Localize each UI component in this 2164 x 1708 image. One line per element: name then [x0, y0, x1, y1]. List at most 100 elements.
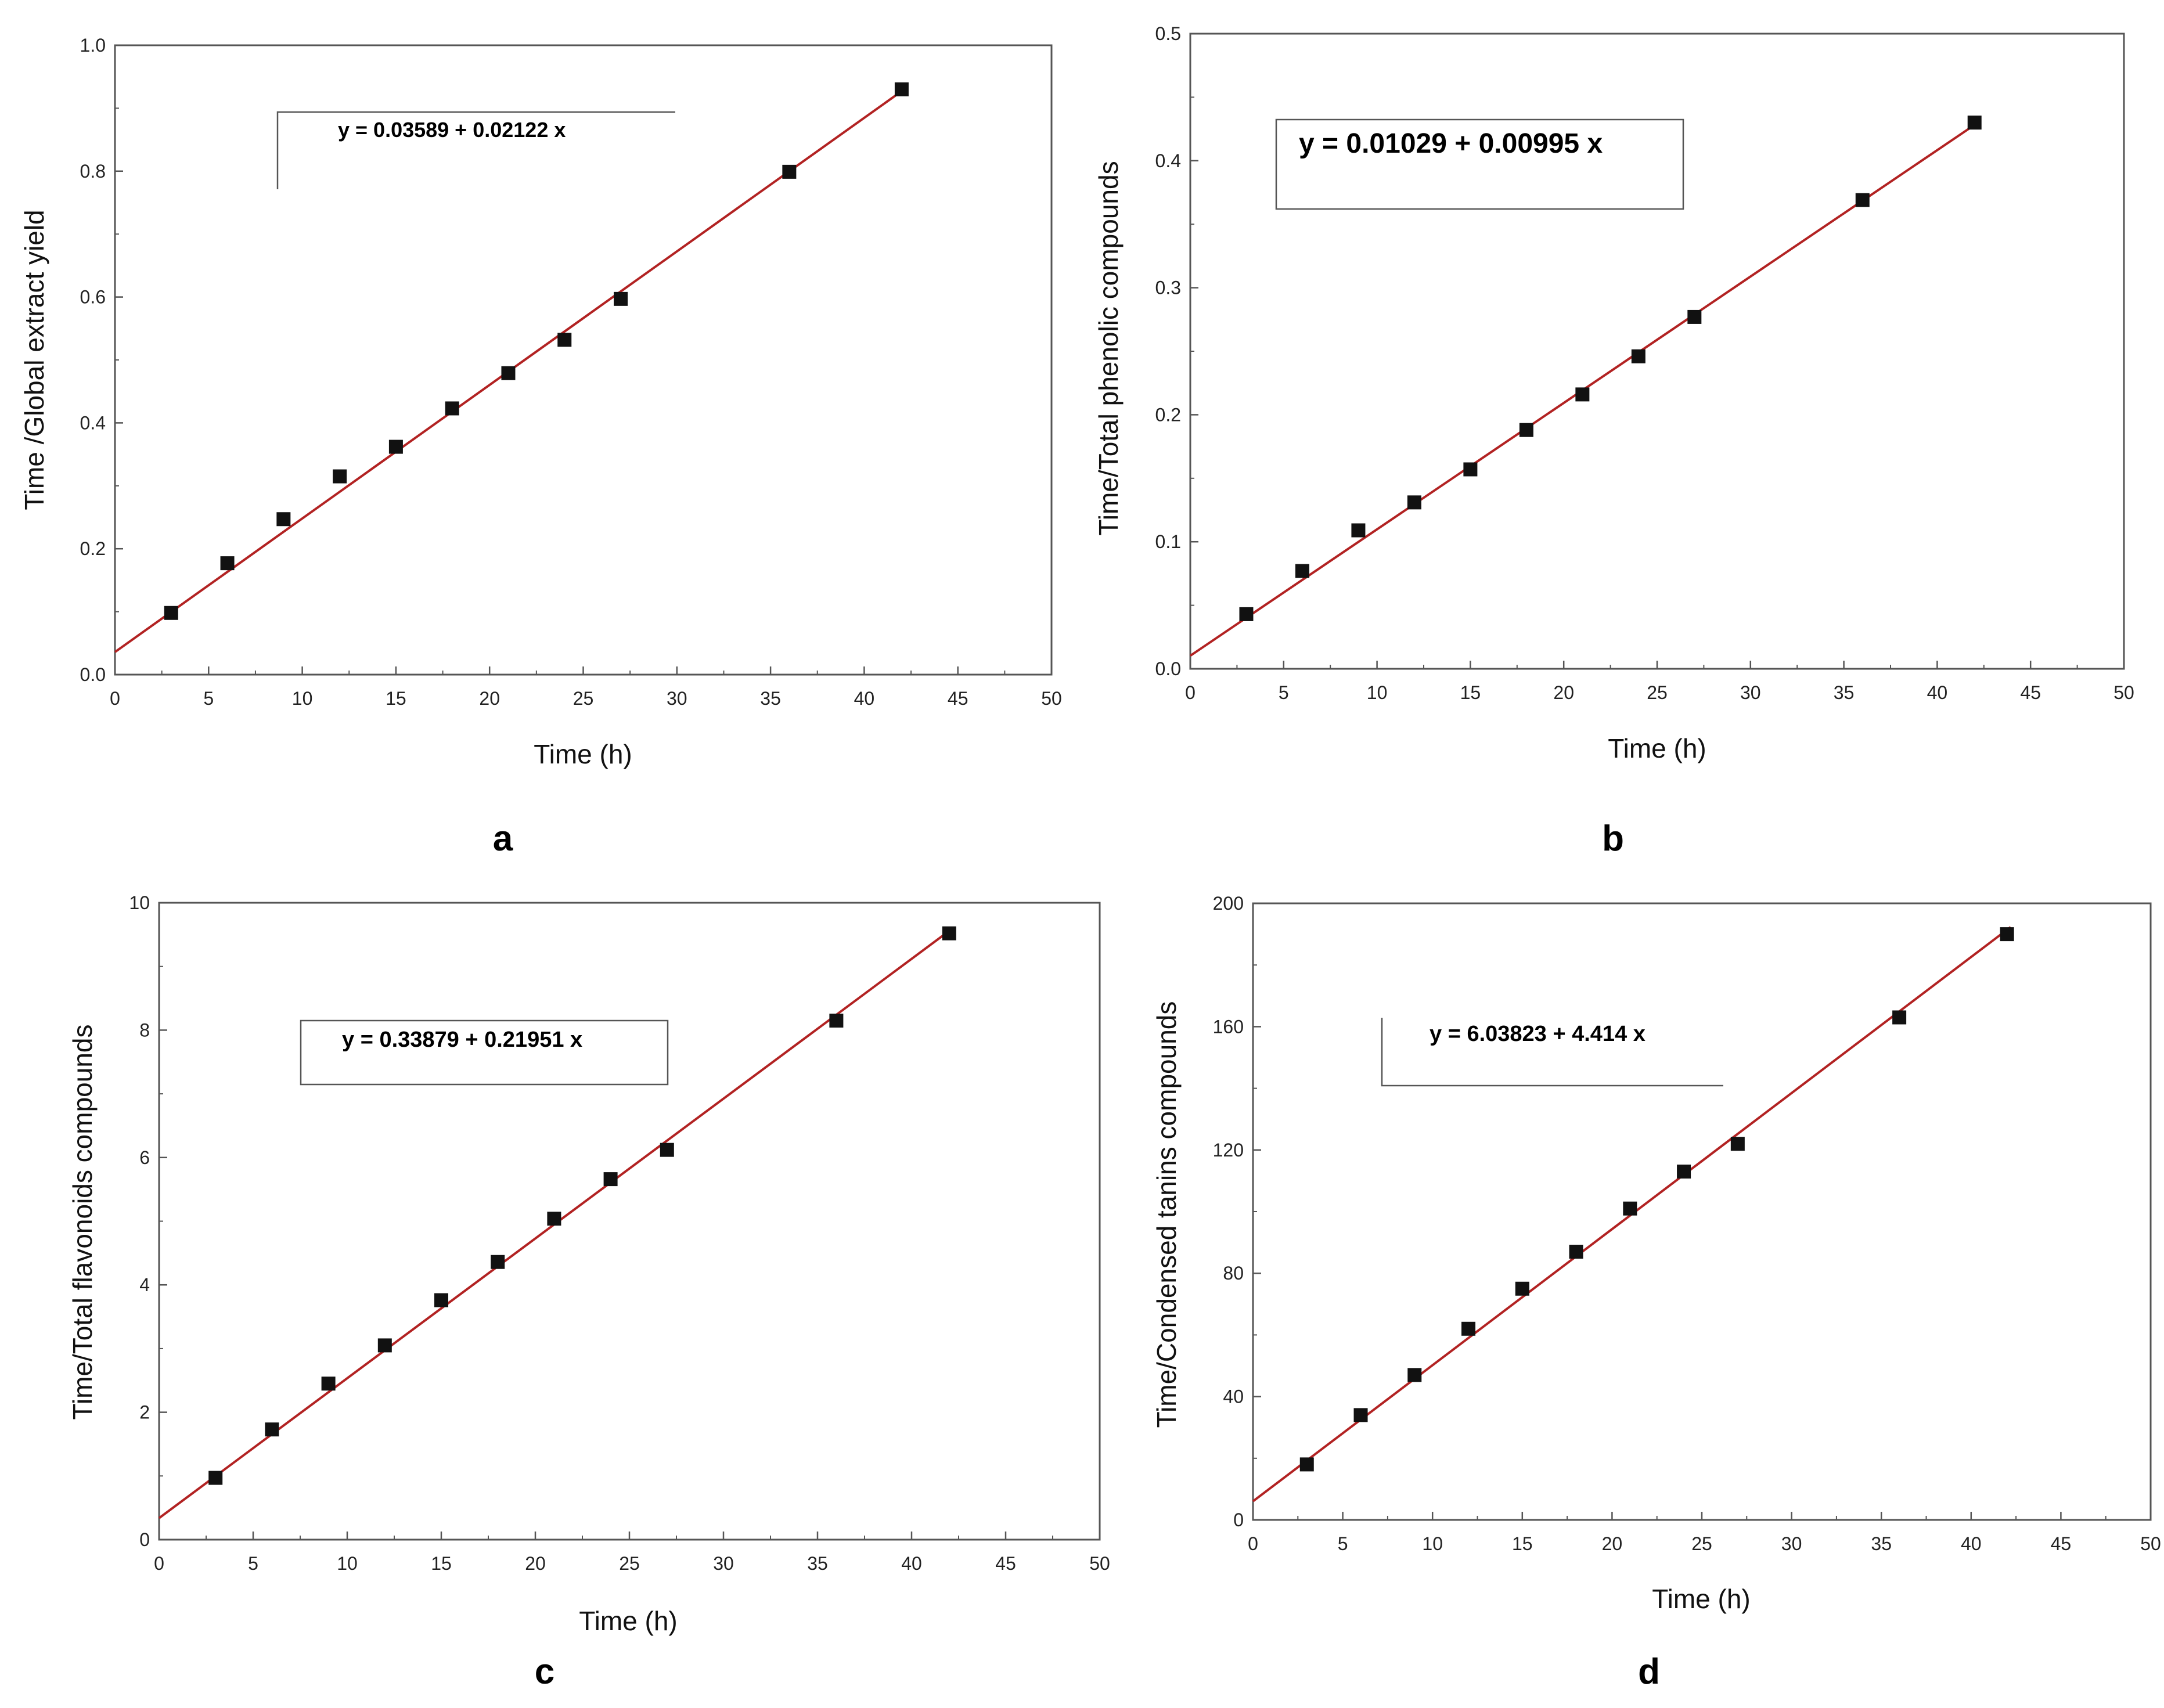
- x-tick-label: 0: [1185, 682, 1196, 703]
- y-tick-label: 2: [139, 1402, 150, 1423]
- data-point: [220, 556, 235, 571]
- y-tick-label: 0.5: [1155, 23, 1181, 44]
- data-point: [829, 1013, 844, 1028]
- equation-bracket: [276, 111, 675, 189]
- y-tick-label: 8: [139, 1019, 150, 1040]
- chart-panel-c: 0 5 10 15 20 25 30 35 40 45 50 0 2 4 6 8 10 Time (h) Ti…: [67, 892, 1110, 1692]
- equation-box: y = 6.03823 + 4.414 x: [1381, 1018, 1723, 1087]
- axis-ticks: [1189, 33, 2125, 670]
- x-tick-label: 40: [854, 688, 875, 709]
- x-tick-label: 45: [2020, 682, 2041, 703]
- data-point: [942, 926, 956, 941]
- data-point: [1575, 387, 1590, 402]
- x-tick-label: 50: [1041, 688, 1062, 709]
- data-point: [164, 606, 178, 620]
- data-point: [434, 1293, 448, 1307]
- y-tick-label: 4: [139, 1274, 150, 1295]
- y-tick-labels: 0 2 4 6 8 10: [129, 892, 150, 1550]
- data-point: [321, 1377, 336, 1391]
- data-point: [1631, 349, 1645, 363]
- data-point: [265, 1422, 279, 1437]
- x-axis-label: Time (h): [534, 739, 632, 769]
- x-tick-label: 45: [2051, 1533, 2072, 1554]
- data-point: [1677, 1164, 1691, 1179]
- x-tick-label: 5: [248, 1553, 258, 1574]
- equation-label: y = 6.03823 + 4.414 x: [1430, 1022, 1645, 1046]
- x-tick-label: 35: [1871, 1533, 1892, 1554]
- x-tick-label: 45: [948, 688, 968, 709]
- equation-box: y = 0.33879 + 0.21951 x: [300, 1019, 669, 1086]
- data-point: [1967, 116, 1982, 130]
- y-tick-labels: 0.0 0.1 0.2 0.3 0.4 0.5: [1155, 23, 1181, 679]
- x-tick-label: 40: [1961, 1533, 1982, 1554]
- x-tick-label: 15: [386, 688, 406, 709]
- x-tick-labels: 0 5 10 15 20 25 30 35 40 45 50: [110, 688, 1062, 709]
- axis-ticks: [1252, 902, 2152, 1521]
- y-tick-label: 80: [1223, 1263, 1244, 1284]
- x-tick-label: 45: [995, 1553, 1016, 1574]
- x-tick-label: 10: [292, 688, 313, 709]
- x-tick-label: 35: [1834, 682, 1855, 703]
- x-tick-label: 30: [713, 1553, 734, 1574]
- y-tick-label: 0.8: [80, 161, 106, 182]
- chart-panel-a: 0 5 10 15 20 25 30 35 40 45 50 0.00.20.40.60.81.0 …: [19, 35, 1062, 859]
- data-point: [445, 401, 459, 416]
- y-tick-label: 0.3: [1155, 278, 1181, 298]
- data-point: [614, 291, 628, 306]
- y-tick-label: 0.6: [80, 287, 106, 308]
- equation-box: y = 0.03589 + 0.02122 x: [276, 111, 675, 189]
- x-tick-labels: 0 5 10 15 20 25 30 35 40 45 50: [1185, 682, 2134, 703]
- data-point: [1687, 309, 1702, 324]
- y-tick-label: 0.4: [1155, 150, 1181, 171]
- y-axis-label: Time/Total phenolic compounds: [1093, 161, 1124, 535]
- y-tick-label: 0.2: [1155, 404, 1181, 425]
- data-point: [603, 1172, 618, 1187]
- y-tick-labels: 0.0 0.2 0.4 0.6 0.8 1.0: [80, 35, 106, 685]
- x-tick-label: 20: [525, 1553, 546, 1574]
- marker-layer: [164, 82, 909, 620]
- data-point: [894, 82, 909, 96]
- x-tick-label: 20: [1602, 1533, 1623, 1554]
- x-tick-label: 10: [1367, 682, 1388, 703]
- x-tick-label: 30: [1781, 1533, 1802, 1554]
- x-tick-label: 0: [110, 688, 120, 709]
- y-tick-label: 6: [139, 1147, 150, 1168]
- data-point: [1519, 423, 1533, 437]
- data-point: [2000, 927, 2014, 942]
- data-point: [1855, 193, 1870, 207]
- data-point: [1407, 495, 1421, 510]
- data-point: [557, 333, 572, 347]
- data-point: [1407, 1368, 1422, 1382]
- x-tick-label: 25: [619, 1553, 640, 1574]
- x-tick-label: 30: [1740, 682, 1761, 703]
- data-point: [377, 1338, 392, 1353]
- axis-ticks: [114, 44, 1053, 676]
- x-axis-label: Time (h): [579, 1606, 678, 1636]
- axis-ticks: [158, 902, 1101, 1541]
- plot-frame: [114, 44, 1053, 676]
- x-tick-label: 25: [573, 688, 594, 709]
- x-tick-label: 0: [154, 1553, 164, 1574]
- x-tick-label: 50: [2140, 1533, 2161, 1554]
- x-tick-label: 15: [1460, 682, 1481, 703]
- x-tick-label: 5: [203, 688, 214, 709]
- data-point: [1351, 523, 1366, 538]
- y-tick-label: 10: [129, 892, 150, 913]
- x-tick-label: 10: [1422, 1533, 1443, 1554]
- y-tick-label: 1.0: [80, 35, 106, 56]
- data-point: [782, 164, 797, 179]
- y-tick-label: 200: [1213, 893, 1244, 914]
- data-point: [1730, 1137, 1745, 1151]
- x-tick-label: 50: [1089, 1553, 1110, 1574]
- equation-label: y = 0.33879 + 0.21951 x: [342, 1028, 582, 1052]
- panel-label: a: [493, 819, 513, 859]
- x-tick-label: 25: [1647, 682, 1668, 703]
- x-tick-label: 0: [1248, 1533, 1258, 1554]
- data-point: [1569, 1245, 1583, 1259]
- data-point: [1515, 1281, 1529, 1296]
- panel-label: b: [1602, 819, 1624, 859]
- y-tick-label: 0.4: [80, 412, 106, 433]
- y-axis-label: Time /Global extract yield: [19, 210, 49, 510]
- data-point: [491, 1255, 505, 1269]
- data-point: [208, 1471, 223, 1485]
